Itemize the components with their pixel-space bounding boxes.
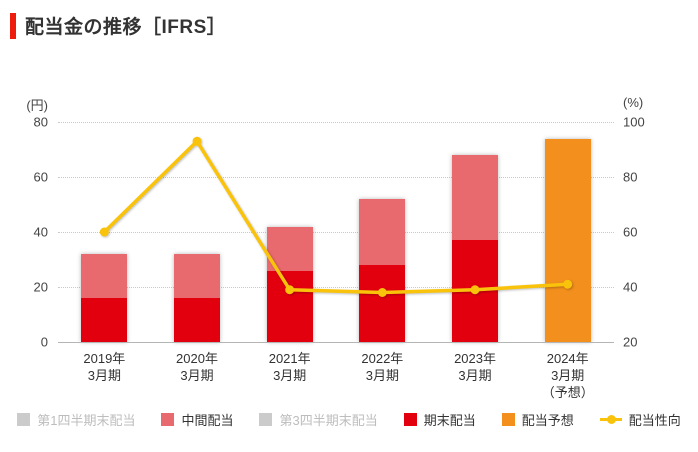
legend-item-interim-dividend[interactable]: 中間配当 xyxy=(161,410,233,429)
x-axis-label: 2024年 3月期 （予想） xyxy=(521,350,614,401)
x-axis-label-line: 2019年 xyxy=(83,351,126,366)
x-axis-label-line: 3月期 xyxy=(551,368,585,383)
gridline xyxy=(58,122,614,123)
bar-segment-yearend-dividend-0 xyxy=(81,298,128,342)
legend-square-icon xyxy=(17,413,31,426)
gridline xyxy=(58,177,614,178)
left-axis-tick: 80 xyxy=(33,114,48,130)
plot-area xyxy=(58,122,614,343)
left-axis-tick: 0 xyxy=(40,334,48,350)
x-axis-label-line: 2024年 xyxy=(546,351,589,366)
bar-column xyxy=(81,122,128,342)
right-axis-tick: 40 xyxy=(623,279,638,295)
payout-ratio-point-3 xyxy=(377,288,387,297)
x-axis-label: 2020年 3月期 xyxy=(151,350,244,401)
x-axis-label-line: 2023年 xyxy=(454,351,496,366)
legend-square-icon xyxy=(161,413,175,426)
legend-label: 配当予想 xyxy=(521,413,574,428)
payout-ratio-point-1 xyxy=(192,136,202,146)
payout-ratio-point-2 xyxy=(285,285,295,295)
bar-column xyxy=(266,122,313,342)
legend-item-q3-dividend[interactable]: 第3四半期末配当 xyxy=(259,410,378,429)
right-axis-unit: (%) xyxy=(623,95,644,110)
right-axis: 20 40 60 80 100 xyxy=(623,115,683,350)
payout-ratio-point-4 xyxy=(470,285,480,295)
right-axis-tick: 80 xyxy=(623,169,638,185)
payout-ratio-point-5 xyxy=(563,279,573,289)
bar-segment-yearend-dividend-2 xyxy=(266,270,313,342)
bar-segment-interim-dividend-4 xyxy=(452,155,498,241)
payout-ratio-line xyxy=(103,139,568,295)
left-axis-unit: (円) xyxy=(26,98,48,113)
x-axis-label: 2022年 3月期 xyxy=(336,350,429,401)
right-axis-tick: 100 xyxy=(623,114,645,130)
legend-label: 配当性向 xyxy=(628,413,681,428)
bar-segment-yearend-dividend-1 xyxy=(174,298,220,342)
left-axis: 0 20 40 60 80 xyxy=(0,115,48,350)
legend-item-forecast-dividend[interactable]: 配当予想 xyxy=(501,410,574,429)
x-axis-label-line: 3月期 xyxy=(458,368,492,383)
right-axis-tick: 60 xyxy=(623,224,638,240)
x-axis-label-line: （予想） xyxy=(541,385,594,400)
legend-square-icon xyxy=(403,413,417,426)
gridline xyxy=(58,232,614,233)
x-axis-label: 2019年 3月期 xyxy=(58,350,151,401)
chart-header: 配当金の推移［IFRS］ xyxy=(10,12,226,39)
bar-segment-interim-dividend-3 xyxy=(359,199,406,265)
left-axis-tick: 60 xyxy=(33,169,48,185)
x-axis-label-line: 2022年 xyxy=(361,351,404,366)
right-axis-tick: 20 xyxy=(623,334,638,350)
bar-column xyxy=(359,122,406,342)
x-axis-label: 2023年 3月期 xyxy=(429,350,522,401)
left-axis-tick: 40 xyxy=(33,224,48,240)
legend-item-yearend-dividend[interactable]: 期末配当 xyxy=(403,410,476,429)
legend-square-icon xyxy=(501,413,515,426)
x-axis-label-line: 2020年 xyxy=(176,351,218,366)
bar-segment-yearend-dividend-3 xyxy=(359,265,406,342)
bar-column xyxy=(174,122,220,342)
x-axis-label-line: 3月期 xyxy=(273,368,307,383)
x-axis-label-line: 2021年 xyxy=(268,351,311,366)
gridline xyxy=(58,287,614,288)
legend-square-icon xyxy=(259,413,273,426)
title-accent-bar xyxy=(10,12,16,39)
x-axis-labels: 2019年 3月期 2020年 3月期 2021年 3月期 2022年 3月期 2023年 3月期… xyxy=(58,350,614,401)
bar-column xyxy=(544,122,591,342)
legend-item-q1-dividend[interactable]: 第1四半期末配当 xyxy=(17,410,135,429)
x-axis-line xyxy=(58,342,614,343)
x-axis-label: 2021年 3月期 xyxy=(243,350,336,401)
legend: 第1四半期末配当 中間配当 第3四半期末配当 期末配当 配当予想 配当性向 xyxy=(0,410,698,429)
legend-label: 期末配当 xyxy=(423,413,476,428)
x-axis-label-line: 3月期 xyxy=(87,368,121,383)
page-title: 配当金の推移［IFRS］ xyxy=(25,17,227,38)
payout-line-layer xyxy=(99,136,573,297)
legend-line-dot-icon xyxy=(599,413,622,426)
bar-segment-interim-dividend-0 xyxy=(81,254,128,298)
legend-label: 第1四半期末配当 xyxy=(37,413,136,428)
left-axis-tick: 20 xyxy=(33,279,48,295)
bar-segment-interim-dividend-1 xyxy=(174,254,220,298)
payout-ratio-point-0 xyxy=(99,227,109,237)
legend-label: 中間配当 xyxy=(181,413,234,428)
legend-label: 第3四半期末配当 xyxy=(279,413,378,428)
bar-segment-forecast-dividend-5 xyxy=(544,138,591,342)
x-axis-label-line: 3月期 xyxy=(180,368,214,383)
legend-item-payout-ratio[interactable]: 配当性向 xyxy=(599,410,681,429)
x-axis-label-line: 3月期 xyxy=(365,368,399,383)
